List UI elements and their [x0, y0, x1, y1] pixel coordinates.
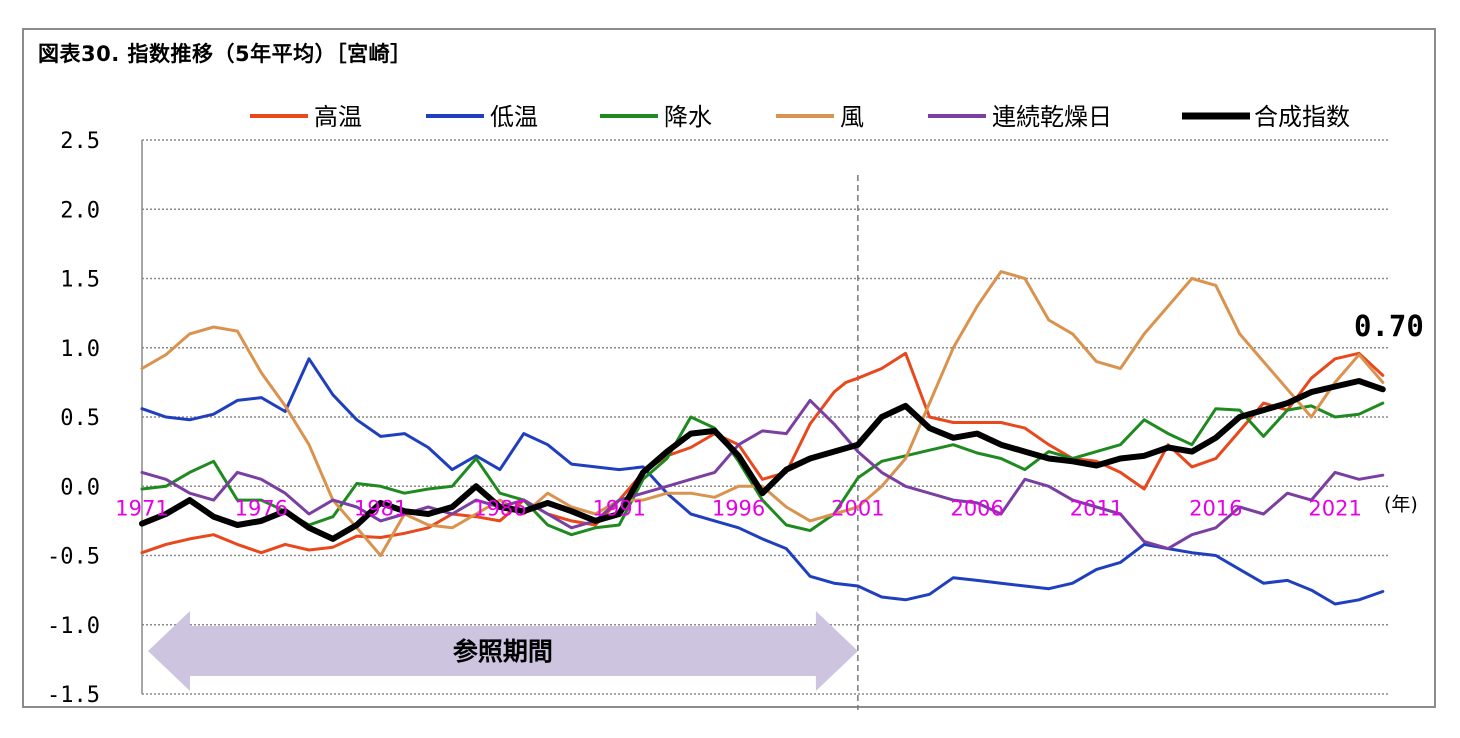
- y-tick-label: 0.0: [60, 475, 100, 500]
- legend-label: 風: [840, 103, 864, 131]
- reference-period: 参照期間: [148, 611, 858, 691]
- series-line: [140, 270, 1385, 557]
- legend-label: 降水: [664, 103, 712, 131]
- x-tick-label: 1981: [354, 496, 407, 520]
- reference-period-label: 参照期間: [453, 637, 553, 666]
- y-tick-label: 0.5: [60, 406, 100, 431]
- series-line: [140, 351, 1385, 555]
- x-tick-label: 2001: [831, 496, 884, 520]
- x-tick-label: 2021: [1308, 496, 1361, 520]
- legend: 高温 低温 降水 風 連続乾燥日 合成指数: [250, 103, 1350, 131]
- series-line: [140, 357, 1385, 606]
- x-tick-label: 1986: [473, 496, 526, 520]
- y-tick-label: 2.0: [60, 198, 100, 223]
- chart-title: 図表30. 指数推移（5年平均）［宮崎］: [38, 42, 412, 66]
- x-tick-label: 1991: [593, 496, 646, 520]
- grid-lines: [141, 139, 1390, 710]
- x-tick-label: 1996: [712, 496, 765, 520]
- x-unit-label: (年): [1384, 493, 1418, 515]
- legend-label: 合成指数: [1254, 103, 1350, 131]
- x-tick-label: 2006: [950, 496, 1003, 520]
- last-value-label: 0.70: [1354, 309, 1424, 343]
- x-tick-label: 1971: [115, 496, 168, 520]
- y-tick-label: 1.0: [60, 337, 100, 362]
- x-tick-label: 2011: [1070, 496, 1123, 520]
- series-line: [140, 401, 1385, 537]
- series-line: [140, 398, 1385, 551]
- y-tick-label: 2.5: [60, 129, 100, 154]
- legend-label: 高温: [314, 103, 362, 131]
- y-tick-label: -0.5: [47, 545, 100, 570]
- y-tick-label: -1.0: [47, 614, 100, 639]
- x-tick-labels: 1971 1976 1981 1986 1991 1996 2001 2006 2011 2016…: [115, 496, 1362, 520]
- x-tick-label: 2016: [1189, 496, 1242, 520]
- y-tick-label: 1.5: [60, 268, 100, 293]
- legend-label: 低温: [490, 103, 538, 131]
- series-line: [139, 378, 1386, 542]
- y-tick-labels: 2.5 2.0 1.5 1.0 0.5 0.0 -0.5 -1.0 -1.5: [47, 129, 100, 708]
- y-tick-label: -1.5: [47, 683, 100, 708]
- reference-period-arrow: [148, 611, 858, 691]
- series-lines: [139, 270, 1386, 606]
- x-tick-label: 1976: [235, 496, 288, 520]
- legend-label: 連続乾燥日: [992, 103, 1112, 131]
